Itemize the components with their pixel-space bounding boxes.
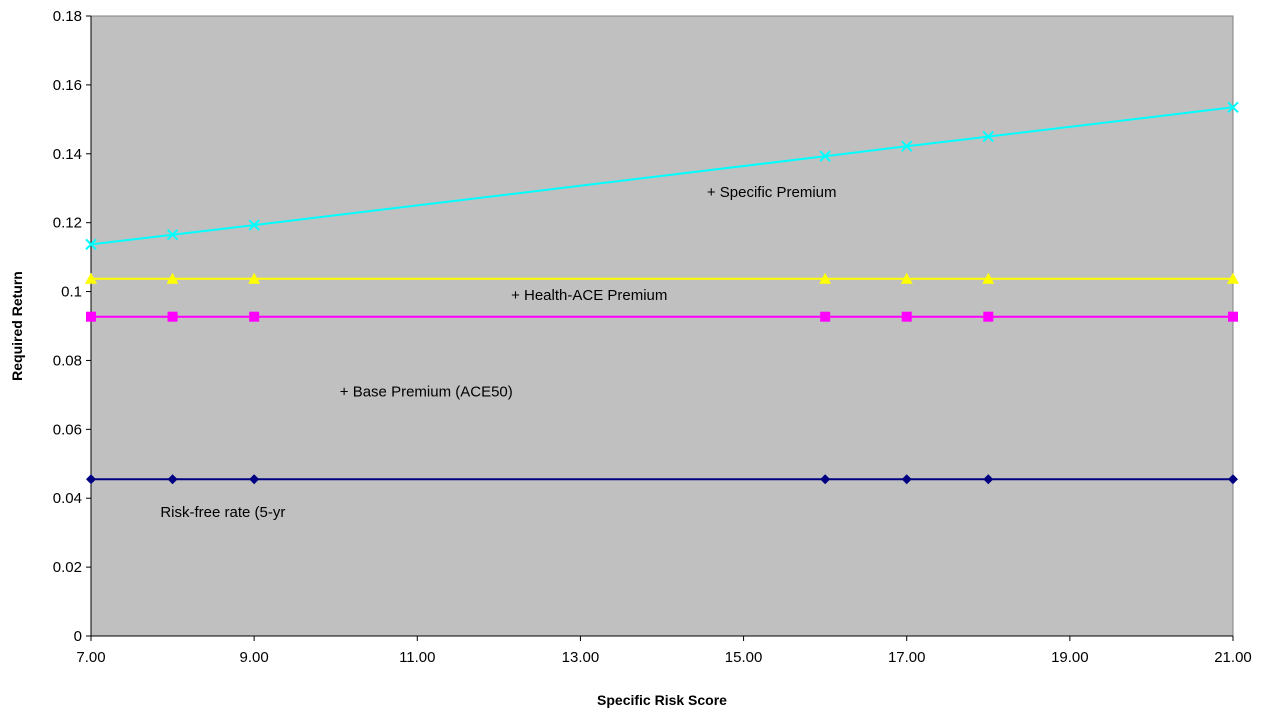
data-point-health-ace-premium [85,272,97,284]
y-tick-label: 0.08 [53,352,82,369]
data-point-risk-free [86,474,96,485]
data-point-risk-free [1228,474,1238,485]
y-tick-label: 0.14 [53,146,82,163]
y-tick-label: 0.04 [53,490,82,507]
data-point-specific-premium [85,238,97,251]
y-tick-label: 0.12 [53,215,82,232]
data-point-risk-free [167,474,178,485]
data-point-risk-free [983,474,994,485]
data-point-base-premium [86,311,96,322]
data-point-specific-premium [166,229,179,241]
x-tick-label: 21.00 [1214,649,1252,666]
y-tick-label: 0.02 [53,559,82,576]
data-point-health-ace-premium [1227,272,1239,284]
x-tick-label: 15.00 [725,649,763,666]
data-point-base-premium [901,311,912,322]
plot-area [90,15,1234,637]
x-tick-label: 13.00 [562,649,600,666]
y-tick-label: 0.1 [61,284,82,301]
data-point-base-premium [1228,311,1238,322]
data-point-specific-premium [819,150,831,162]
data-point-risk-free [249,474,260,485]
data-point-specific-premium [1227,101,1239,113]
data-point-health-ace-premium [900,272,913,284]
annotation-label: + Health-ACE Premium [511,287,667,304]
data-point-base-premium [167,311,178,322]
y-axis: 0 0.02 0.04 0.06 0.08 0.1 0.12 0.14 0.16 0.18 [53,8,92,645]
annotation-label: + Base Premium (ACE50) [340,384,513,401]
data-point-health-ace-premium [819,272,832,284]
y-tick-label: 0.06 [53,421,82,438]
data-point-risk-free [820,474,831,485]
y-tick-label: 0 [74,628,82,645]
data-point-health-ace-premium [248,272,261,284]
data-point-base-premium [983,311,994,322]
x-tick-label: 9.00 [240,649,269,666]
annotations: + Specific Premium + Health-ACE Premium + … [160,184,836,521]
x-axis-title: Specific Risk Score [597,692,727,708]
data-point-health-ace-premium [982,272,995,284]
data-point-health-ace-premium [166,272,179,284]
data-point-specific-premium [901,140,913,152]
data-point-specific-premium [248,219,260,231]
x-tick-label: 7.00 [76,649,105,666]
y-axis-title: Required Return [9,271,25,381]
y-tick-label: 0.18 [53,8,82,25]
annotation-label: + Specific Premium [707,184,837,201]
x-axis: 7.00 9.00 11.00 13.00 15.00 17.00 19.00 21.00 [76,635,1252,666]
x-tick-label: 19.00 [1051,649,1089,666]
data-point-base-premium [249,311,260,322]
series-lines [85,101,1239,485]
y-tick-label: 0.16 [53,77,82,94]
x-tick-label: 17.00 [888,649,926,666]
annotation-label: Risk-free rate (5-yr [160,504,285,521]
data-point-specific-premium [982,130,994,143]
data-point-risk-free [901,474,912,485]
x-tick-label: 11.00 [399,649,435,666]
data-point-base-premium [820,311,831,322]
